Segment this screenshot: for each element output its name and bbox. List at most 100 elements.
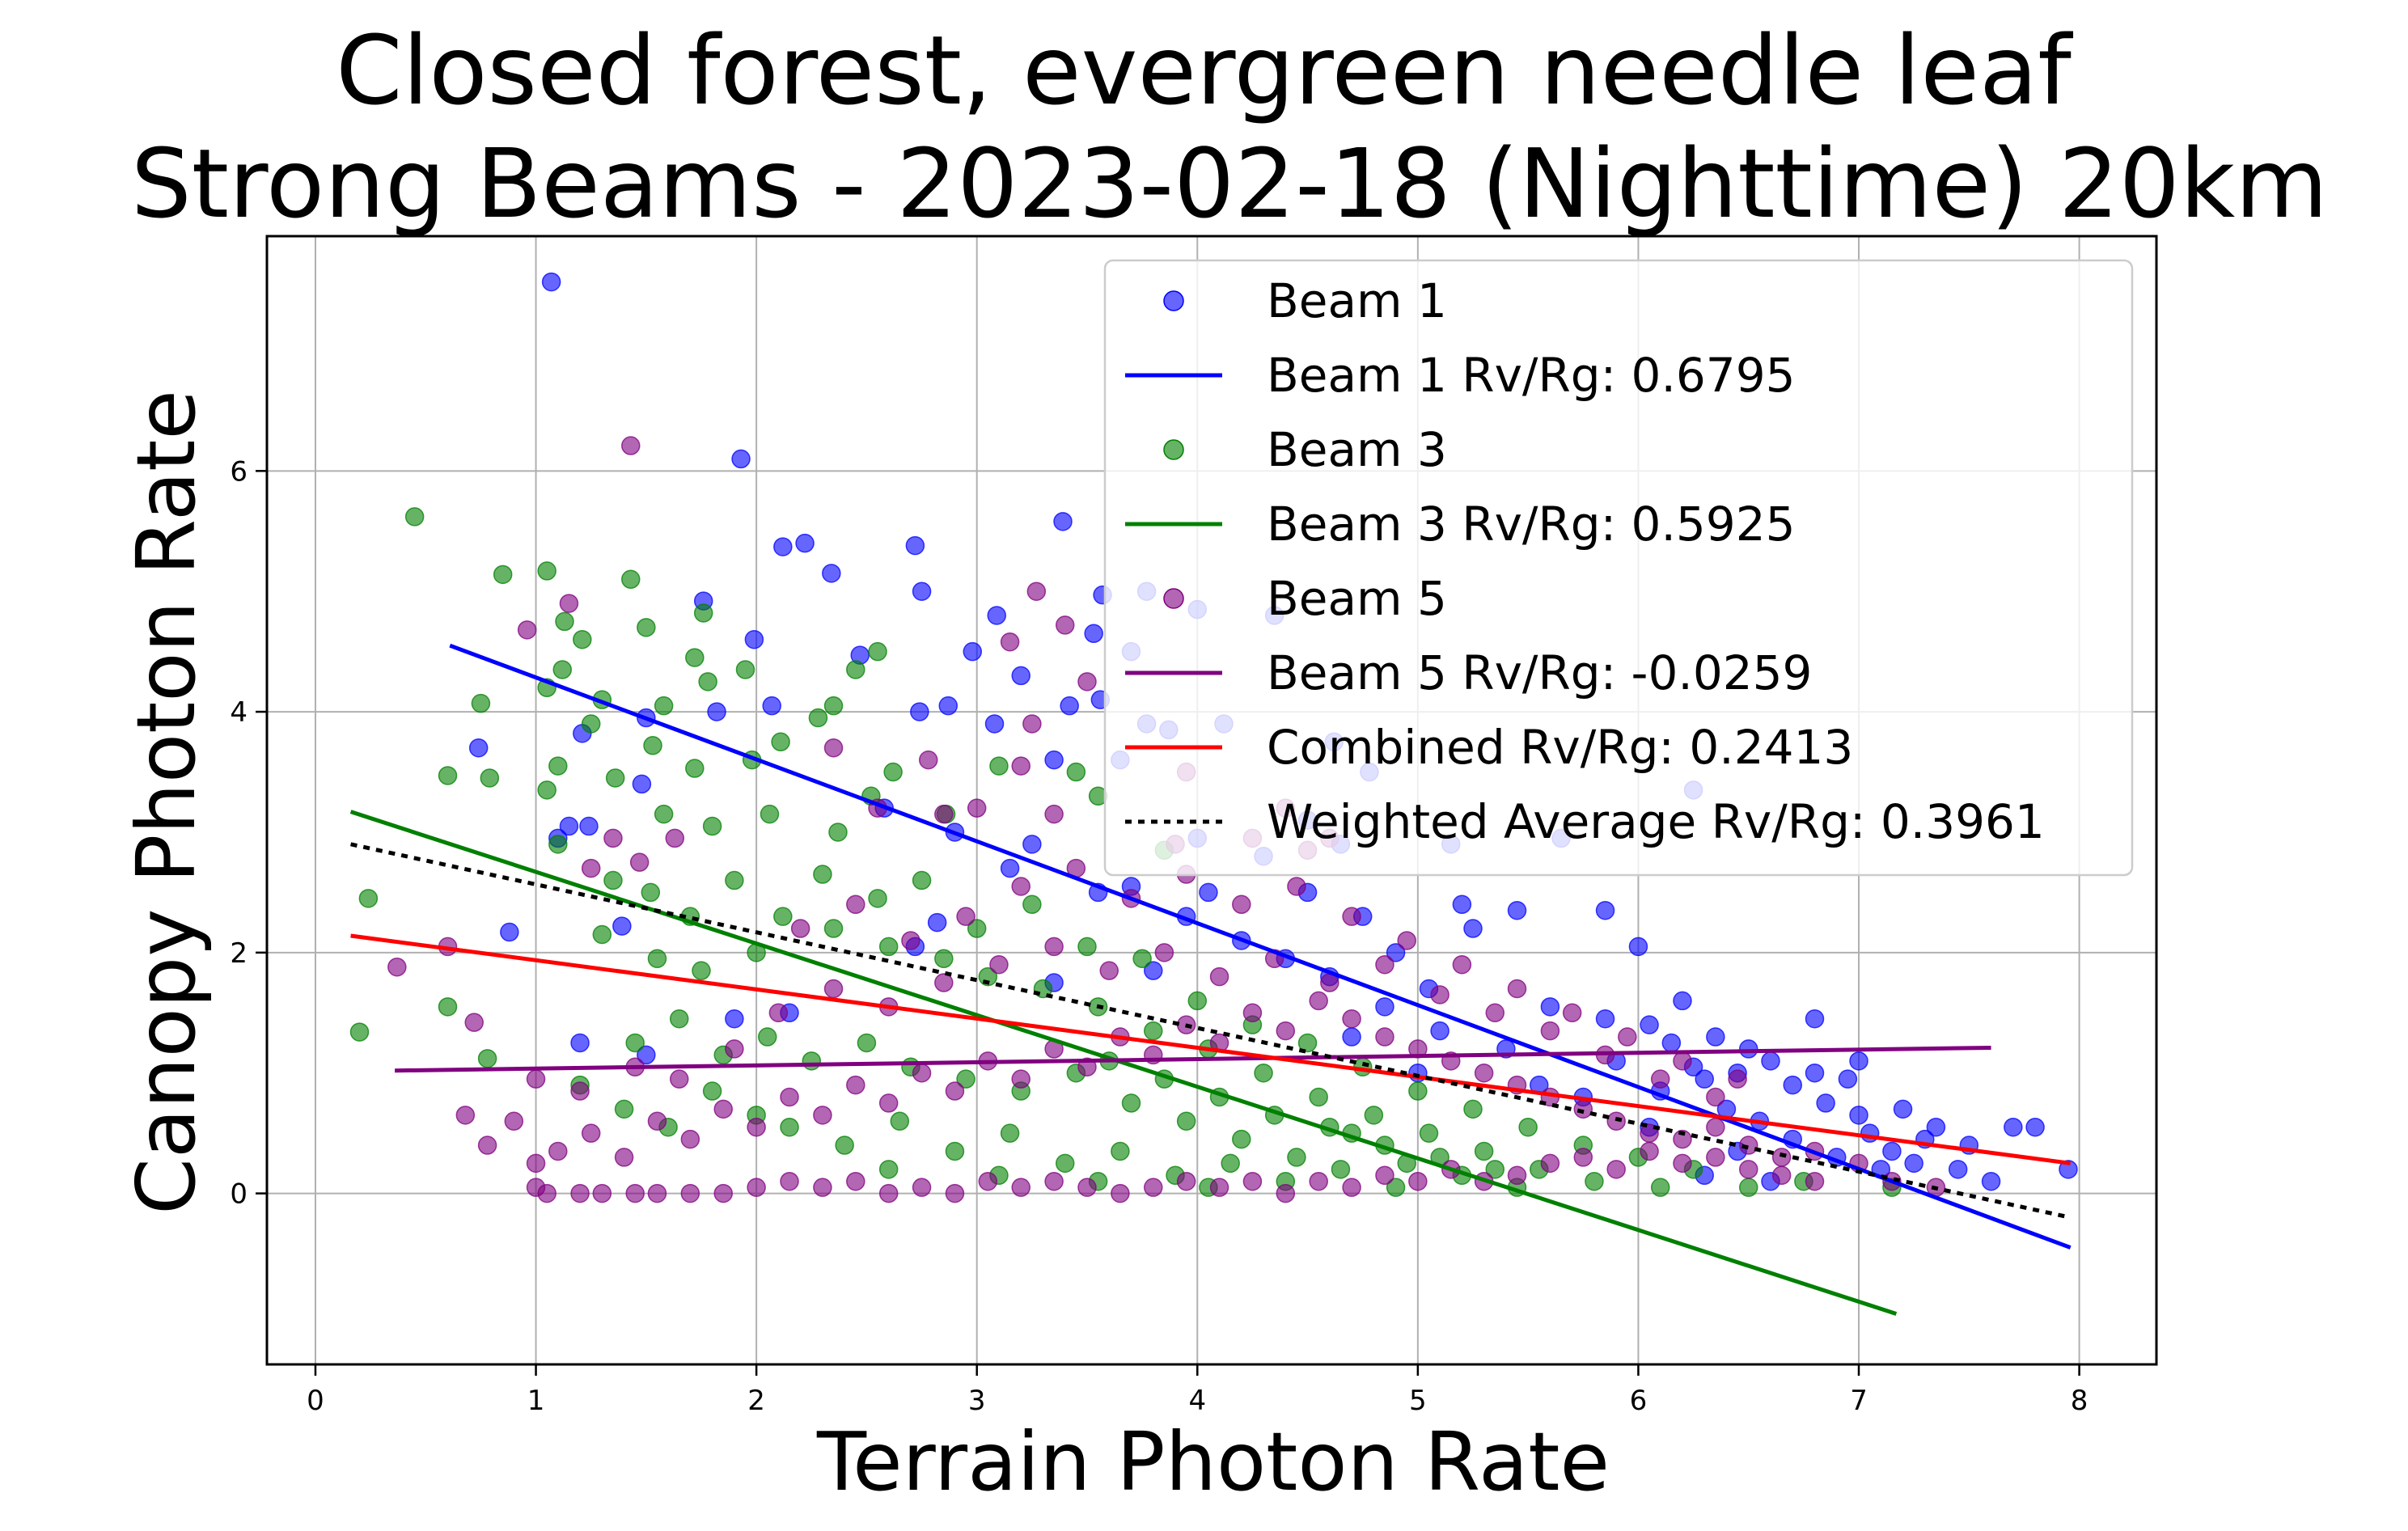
- scatter-point: [680, 1183, 700, 1203]
- scatter-point: [1507, 979, 1527, 999]
- scatter-point: [1309, 1171, 1328, 1191]
- legend-label-beam-3-rv-rg-0-5925: Beam 3 Rv/Rg: 0.5925: [1267, 497, 1796, 552]
- scatter-point: [1606, 1160, 1626, 1179]
- plot-data: [349, 272, 2078, 1316]
- scatter-point: [823, 979, 844, 999]
- scatter-point: [1254, 1063, 1273, 1083]
- scatter-point: [500, 922, 519, 942]
- scatter-point: [1904, 1153, 1923, 1174]
- scatter-point: [1187, 991, 1208, 1011]
- scatter-point: [1199, 882, 1218, 903]
- scatter-point: [802, 1051, 822, 1071]
- scatter-point: [1111, 1141, 1130, 1161]
- scatter-point: [1276, 1183, 1296, 1203]
- scatter-point: [1706, 1117, 1725, 1137]
- scatter-point: [835, 1136, 854, 1155]
- scatter-point: [956, 907, 975, 926]
- scatter-point: [828, 823, 848, 842]
- scatter-point: [846, 894, 865, 915]
- scatter-point: [493, 565, 513, 585]
- scatter-point: [1650, 1178, 1670, 1197]
- scatter-point: [1738, 1039, 1758, 1059]
- x-tick-label: 8: [2071, 1385, 2088, 1417]
- scatter-point: [780, 1171, 799, 1191]
- scatter-point: [1011, 877, 1030, 896]
- scatter-point: [548, 835, 568, 854]
- scatter-point: [1011, 1069, 1030, 1089]
- scatter-point: [905, 535, 925, 556]
- scatter-point: [669, 1069, 689, 1089]
- scatter-point: [912, 1178, 932, 1197]
- legend-label-combined-rv-rg-0-2413: Combined Rv/Rg: 0.2413: [1267, 720, 1853, 775]
- scatter-point: [1287, 1148, 1306, 1167]
- scatter-point: [846, 660, 865, 679]
- x-tick-label: 6: [1630, 1385, 1648, 1417]
- plot-clip-group: [349, 272, 2078, 1316]
- y-tick-label: 2: [230, 937, 248, 970]
- scatter-point: [1053, 512, 1073, 531]
- scatter-point: [665, 828, 685, 848]
- scatter-point: [517, 620, 537, 640]
- scatter-point: [464, 1013, 484, 1032]
- scatter-point: [471, 693, 491, 713]
- scatter-point: [1022, 894, 1042, 915]
- scatter-point: [605, 768, 625, 788]
- scatter-point: [1044, 750, 1064, 770]
- scatter-point: [846, 1075, 865, 1095]
- scatter-point: [1452, 954, 1472, 975]
- scatter-point: [1232, 894, 1251, 915]
- scatter-point: [1573, 1148, 1593, 1167]
- scatter-point: [1209, 1178, 1229, 1197]
- x-tick-label: 2: [747, 1385, 765, 1417]
- scatter-point: [537, 780, 557, 800]
- scatter-point: [1084, 624, 1103, 644]
- legend: Beam 1 Beam 1 Rv/Rg: 0.6795 Beam 3 Beam 3 R…: [1103, 259, 2134, 877]
- scatter-point: [1055, 1153, 1075, 1174]
- scatter-point: [1849, 1051, 1868, 1071]
- scatter-point: [878, 1160, 899, 1179]
- scatter-point: [813, 1178, 832, 1197]
- legend-label-beam-5-rv-rg-0-0259: Beam 5 Rv/Rg: -0.0259: [1267, 645, 1812, 700]
- scatter-point: [570, 1081, 590, 1101]
- scatter-point: [632, 774, 652, 794]
- scatter-point: [1297, 1033, 1318, 1053]
- scatter-point: [1595, 900, 1615, 920]
- scatter-point: [1044, 804, 1064, 824]
- scatter-point: [654, 804, 674, 824]
- scatter-point: [1144, 961, 1163, 980]
- scatter-point: [526, 1153, 546, 1174]
- scatter-point: [612, 916, 632, 936]
- scatter-point: [938, 696, 959, 716]
- scatter-point: [592, 1183, 612, 1203]
- scatter-point: [669, 1009, 689, 1029]
- scatter-point: [1673, 991, 1692, 1011]
- legend-label-beam-1: Beam 1: [1267, 273, 1447, 328]
- fit-line-weighted-average-rv-rg-0-3961: [350, 842, 2072, 1220]
- scatter-point: [1562, 1003, 1582, 1023]
- legend-marker-beam-5: [1163, 588, 1184, 609]
- scatter-point: [1805, 1171, 1825, 1191]
- scatter-point: [1144, 1178, 1163, 1197]
- x-tick-label: 1: [527, 1385, 545, 1417]
- scatter-point: [1540, 1153, 1560, 1174]
- scatter-point: [680, 1129, 700, 1149]
- scatter-point: [768, 1003, 789, 1023]
- scatter-point: [956, 1069, 975, 1089]
- scatter-point: [1585, 1171, 1604, 1191]
- y-tick-label: 6: [230, 455, 248, 488]
- scatter-point: [758, 1027, 777, 1047]
- scatter-point: [647, 949, 667, 969]
- scatter-point: [1485, 1003, 1505, 1023]
- scatter-point: [1507, 900, 1527, 920]
- scatter-point: [581, 858, 601, 878]
- scatter-point: [813, 1106, 832, 1125]
- scatter-point: [1000, 858, 1020, 878]
- scatter-point: [1805, 1063, 1825, 1083]
- scatter-point: [1738, 1136, 1758, 1155]
- chart-title-line-2: Strong Beams - 2023-02-18 (Nighttime) 20…: [131, 128, 2328, 239]
- scatter-point: [698, 672, 717, 691]
- scatter-point: [1518, 1117, 1538, 1137]
- scatter-point: [614, 1099, 634, 1119]
- scatter-point: [1882, 1141, 1902, 1161]
- scatter-point: [1342, 907, 1361, 926]
